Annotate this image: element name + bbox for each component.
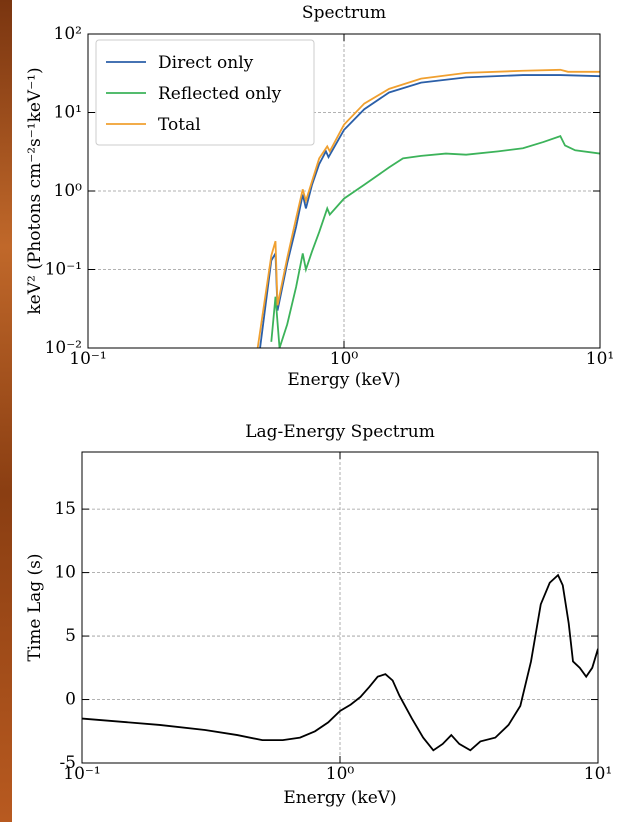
plot-frame (87, 33, 601, 349)
y-tick-label: 10² (54, 24, 82, 44)
x-tick-label: 10⁻¹ (69, 349, 106, 369)
y-tick-label: 0 (65, 690, 76, 710)
plot-frame (81, 451, 599, 764)
y-axis-label: Time Lag (s) (25, 553, 45, 661)
x-tick-label: 10¹ (584, 764, 612, 784)
series-line (82, 573, 598, 752)
chart-title: Lag-Energy Spectrum (245, 422, 435, 442)
x-axis-label: Energy (keV) (287, 370, 400, 390)
chart-title: Spectrum (302, 3, 386, 23)
x-tick-label: 10¹ (586, 349, 614, 369)
y-tick-label: 10⁻² (45, 338, 82, 358)
x-tick-label: 10⁰ (330, 349, 359, 369)
y-tick-label: 10⁰ (54, 181, 83, 201)
legend-label: Direct only (158, 53, 254, 73)
x-axis-label: Energy (keV) (283, 788, 396, 808)
background-strip (0, 0, 12, 822)
y-tick-label: 10¹ (54, 103, 82, 123)
y-tick-label: -5 (59, 753, 76, 773)
y-tick-label: 5 (65, 626, 76, 646)
y-tick-label: 10⁻¹ (45, 260, 82, 280)
series-line (270, 135, 600, 348)
x-tick-label: 10⁻¹ (63, 764, 100, 784)
y-tick-label: 10 (54, 563, 76, 583)
legend-box (95, 39, 315, 146)
series-line (259, 74, 600, 348)
series-line (256, 68, 600, 348)
legend-label: Total (158, 115, 201, 135)
chart: Lag-Energy Spectrum Energy (keV) Time Lag … (25, 422, 612, 808)
chart: Spectrum Energy (keV) keV² (Photons cm⁻²s⁻… (25, 3, 614, 390)
legend-label: Reflected only (158, 84, 282, 104)
x-tick-label: 10⁰ (326, 764, 355, 784)
y-axis-label: keV² (Photons cm⁻²s⁻¹keV⁻¹) (25, 67, 45, 314)
y-tick-label: 15 (54, 499, 76, 519)
